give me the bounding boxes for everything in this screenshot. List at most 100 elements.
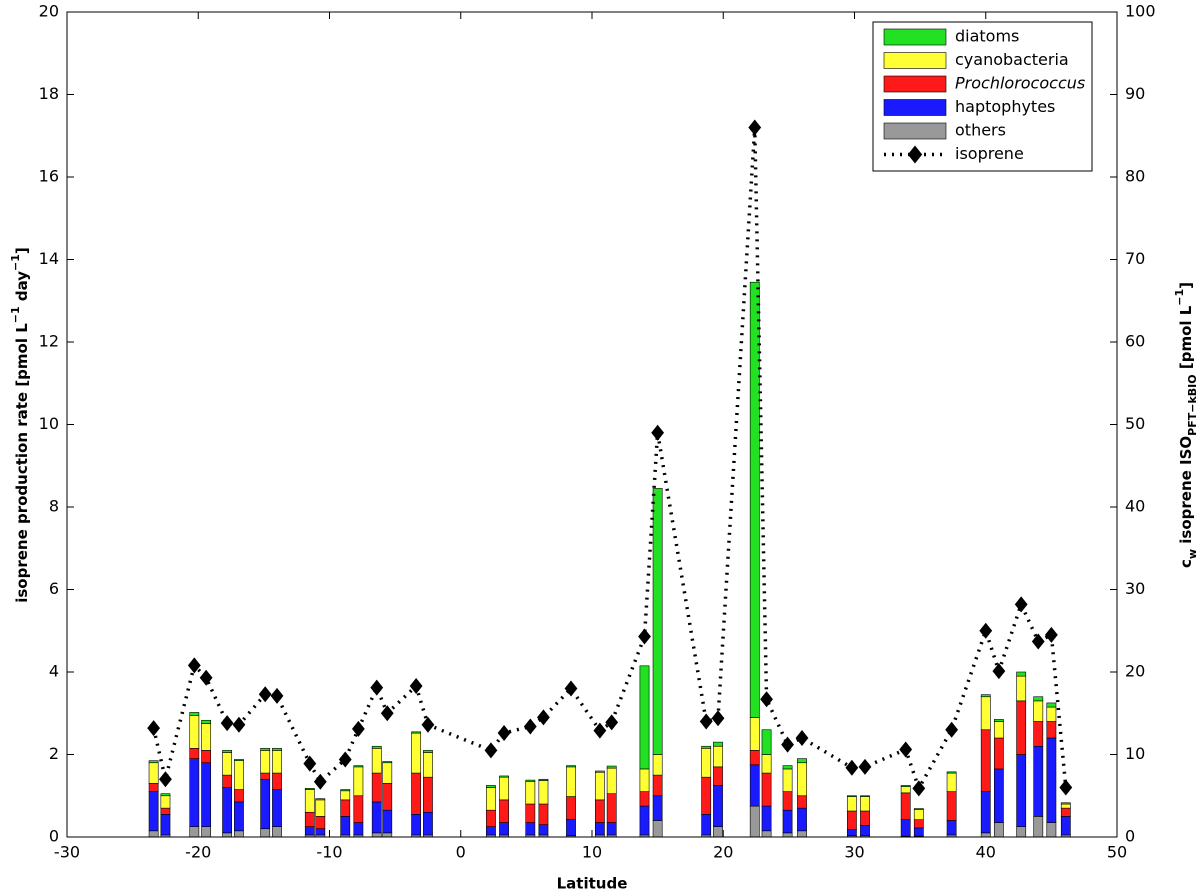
bar-segment [701, 814, 712, 836]
isoprene-marker [303, 755, 317, 772]
bar-segment [382, 832, 393, 838]
y2-tick-label: 60 [1125, 332, 1145, 351]
bar-segment [353, 822, 364, 836]
x-tick-label: 40 [976, 843, 996, 862]
legend-marker [907, 145, 923, 164]
bar-segment [980, 694, 991, 698]
bar-segment [260, 778, 271, 830]
y-axis-label: isoprene production rate [pmol L−1 day−1… [9, 247, 31, 603]
bar-segment [538, 780, 549, 805]
legend-label: isoprene [955, 144, 1024, 163]
bar-segment [525, 822, 536, 836]
bar-segment [1046, 702, 1057, 708]
bar-segment [201, 750, 212, 764]
x-tick-label: 50 [1107, 843, 1127, 862]
bar-segment [1060, 807, 1071, 817]
bar-segment [340, 790, 351, 801]
bar-segment [382, 762, 393, 784]
bar-segment [993, 719, 1004, 722]
isoprene-marker [912, 780, 926, 797]
isoprene-line [151, 127, 1068, 793]
bar-segment [1046, 737, 1057, 823]
bar-segment [713, 745, 723, 768]
y2-tick-label: 100 [1125, 2, 1156, 21]
x-axis-label: Latitude [557, 875, 628, 893]
bar-segment [260, 772, 271, 780]
bar-segment [371, 832, 382, 838]
bar-segment [782, 809, 793, 834]
bar-segment [749, 281, 760, 718]
bar-segment [148, 762, 159, 784]
bar-segment [525, 779, 536, 782]
x-tick-label: -20 [185, 843, 211, 862]
bar-segment [846, 829, 857, 837]
bar-segment [860, 795, 870, 797]
isoprene-marker [1014, 596, 1028, 613]
bar-segment [1016, 700, 1027, 755]
y2-tick-label: 10 [1125, 744, 1145, 763]
bar-segment [701, 745, 712, 749]
y2-tick-label: 50 [1125, 414, 1145, 433]
bar-segment [371, 745, 382, 749]
isoprene-marker [537, 709, 550, 726]
bar-segment [606, 767, 617, 794]
bar-segment [525, 781, 536, 805]
y-tick-label: 8 [49, 497, 59, 516]
bar-segment [594, 771, 605, 801]
bar-segment [538, 778, 549, 781]
bar-segment [946, 772, 957, 792]
y2-tick-label: 90 [1125, 84, 1145, 103]
bar-segment [606, 822, 617, 836]
bar-segment [189, 715, 200, 749]
isoprene-marker [484, 742, 498, 759]
bar-segment [1033, 700, 1044, 722]
bar-segment [1033, 721, 1044, 747]
bar-segment [797, 830, 807, 838]
bar-segment [371, 772, 382, 803]
bar-segment [594, 770, 605, 773]
bar-segment [222, 750, 233, 753]
bar-segment [201, 826, 212, 838]
legend-box [872, 21, 1093, 172]
bar-segment [980, 791, 991, 834]
bar-segment [423, 776, 433, 813]
bar-segment [382, 783, 393, 811]
bar-segment [713, 826, 723, 838]
x-tick-label: 0 [456, 843, 466, 862]
bar-segment [566, 796, 576, 820]
isoprene-marker [605, 714, 619, 731]
bar-segment [538, 803, 549, 825]
bar-segment [1033, 745, 1044, 817]
legend-swatch [883, 28, 947, 46]
bar-segment [148, 760, 159, 764]
bar-segment [234, 801, 244, 832]
bar-segment [749, 750, 760, 766]
isoprene-marker [313, 773, 327, 790]
bar-segment [761, 830, 772, 838]
bar-segment [382, 761, 393, 764]
y-tick-label: 6 [49, 579, 59, 598]
bar-segment [411, 731, 422, 734]
bar-segment [1060, 816, 1071, 836]
isoprene-marker [748, 119, 762, 136]
y-tick-label: 12 [39, 332, 59, 351]
y-tick-label: 14 [39, 249, 59, 268]
legend-label: others [955, 121, 1006, 140]
bar-segment [260, 828, 271, 838]
isoprene-marker [421, 716, 435, 733]
bar-segment [411, 772, 422, 815]
bar-segment [1046, 822, 1057, 838]
bar-segment [486, 787, 496, 811]
isoprene-marker [187, 657, 201, 674]
y-tick-label: 0 [49, 827, 59, 846]
isoprene-marker [858, 758, 872, 775]
bar-segment [160, 807, 171, 815]
bar-segment [201, 762, 212, 827]
plot-frame [66, 11, 1118, 838]
bar-segment [652, 488, 663, 755]
bar-segment [1016, 826, 1027, 838]
isoprene-marker [380, 705, 394, 722]
bar-segment [1033, 696, 1044, 702]
bar-segment [1016, 671, 1027, 677]
bar-segment [913, 809, 924, 820]
